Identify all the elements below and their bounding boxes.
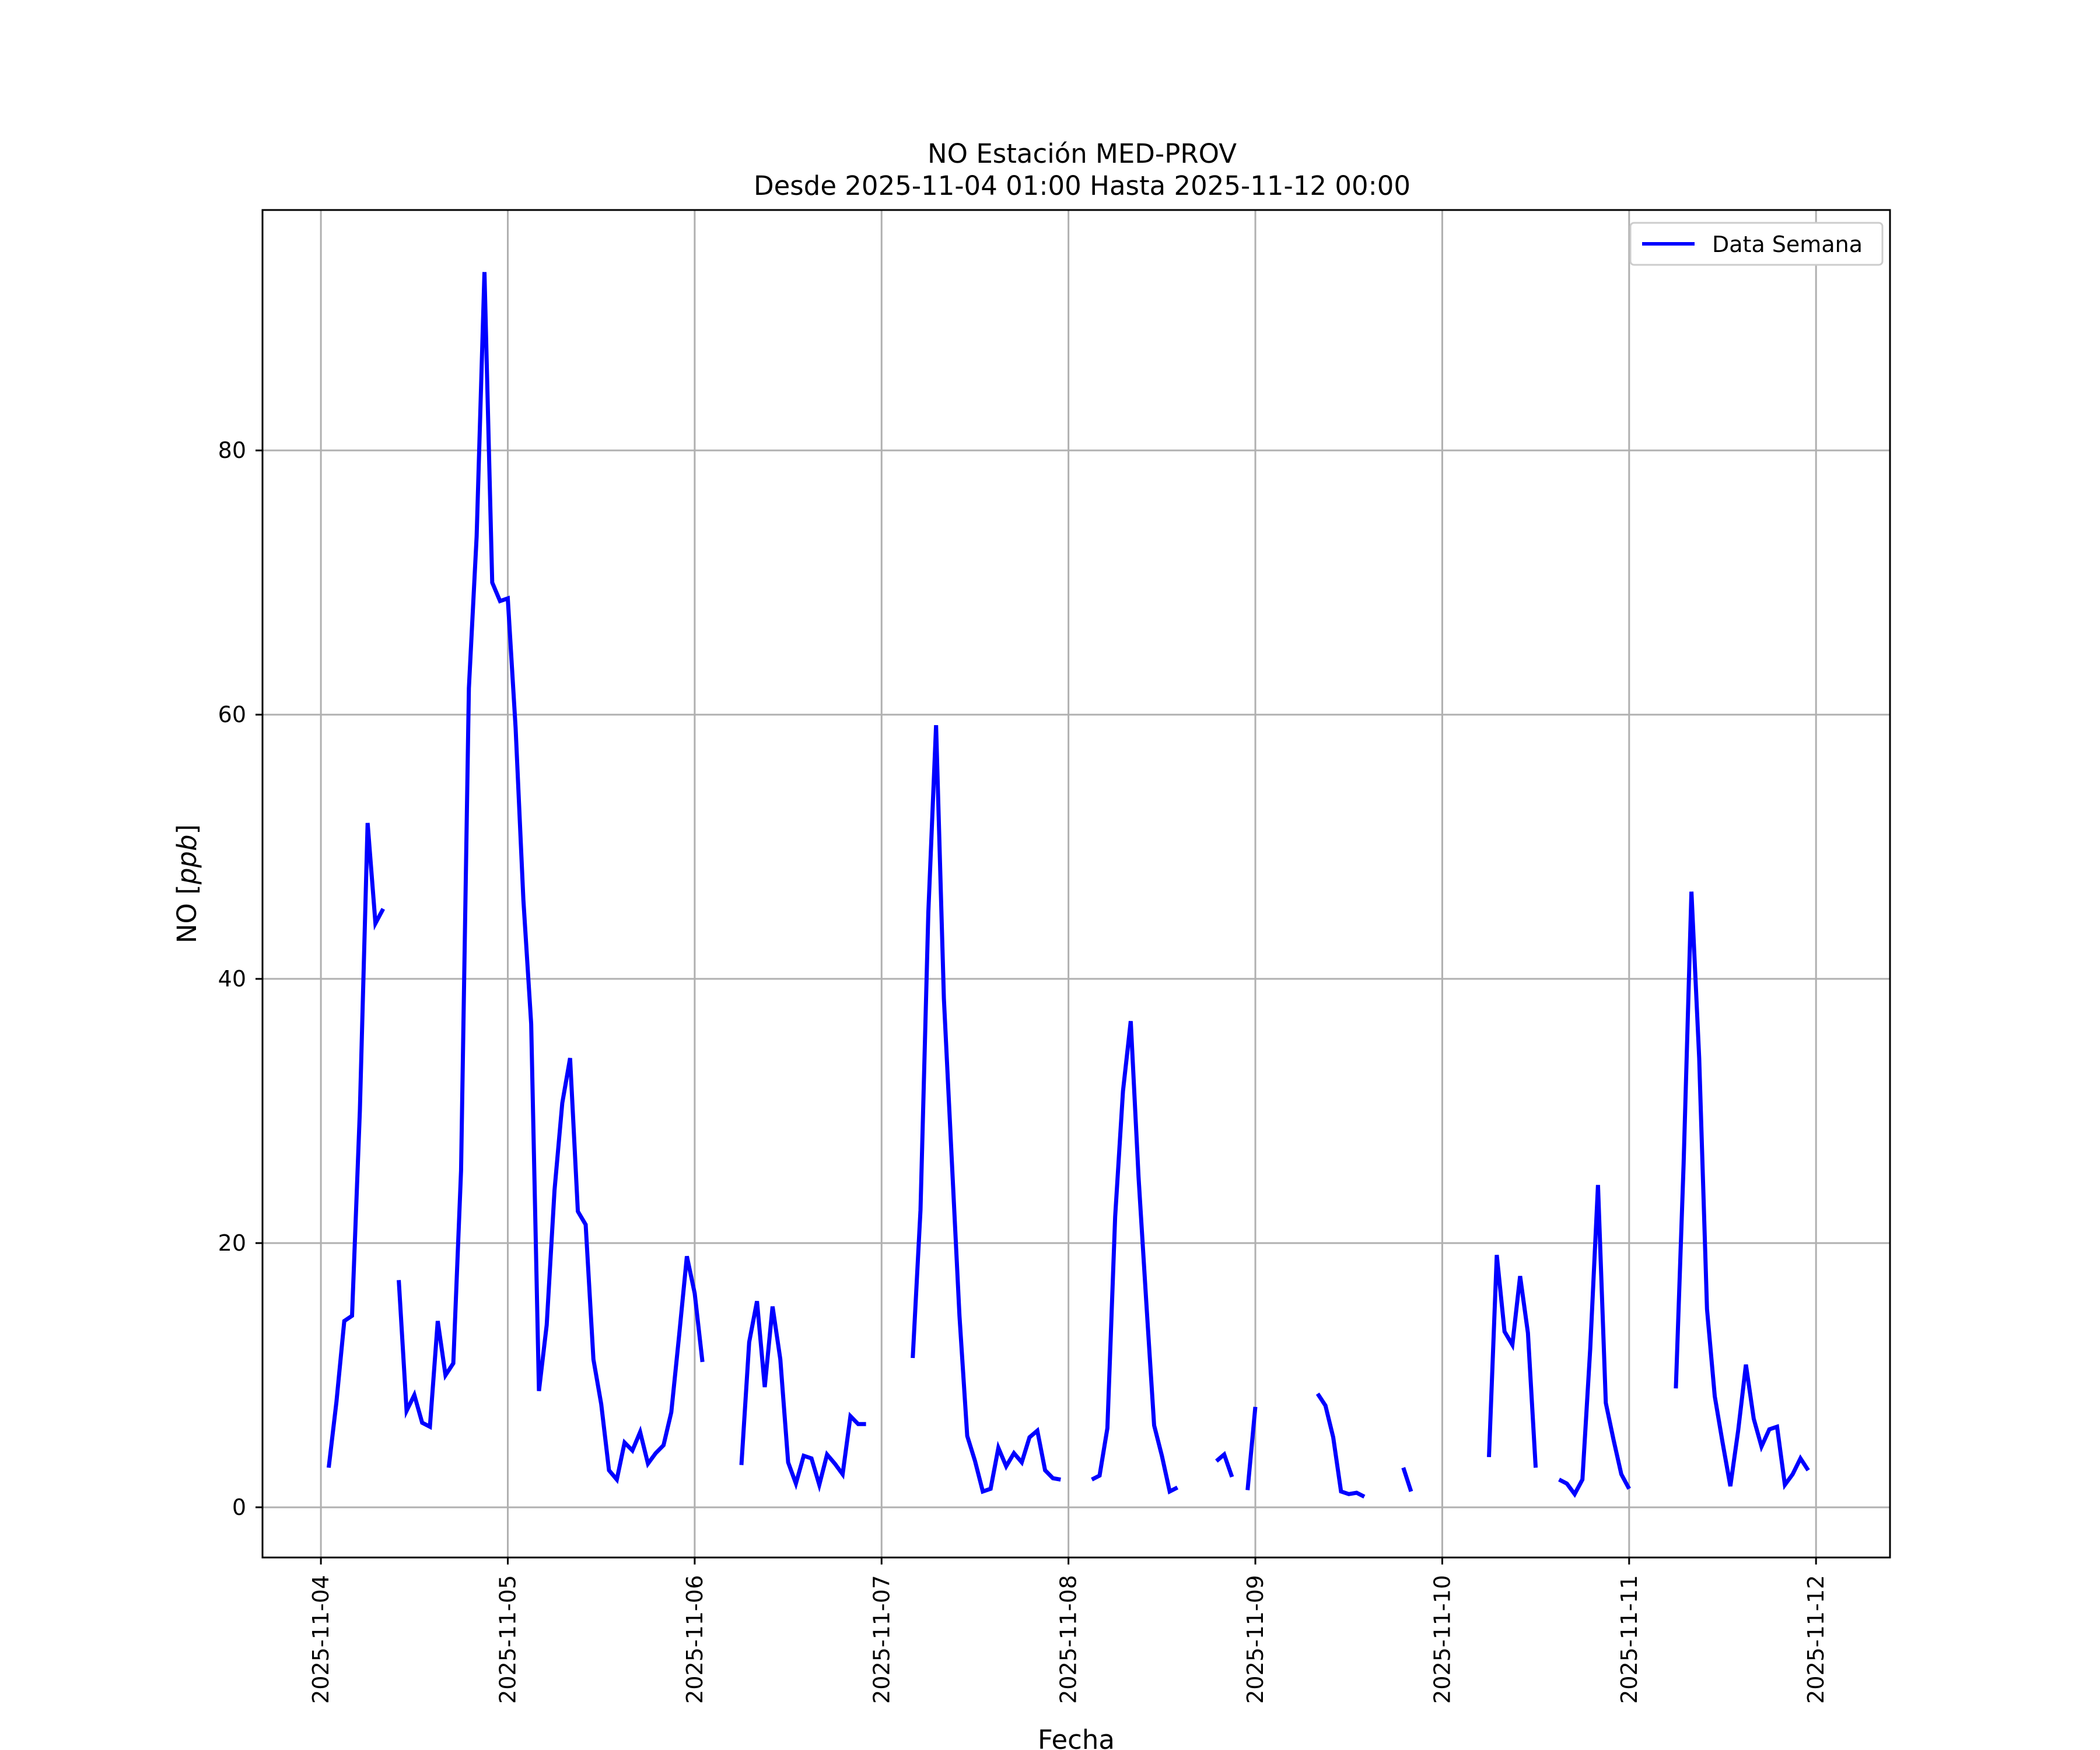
y-tick-label: 20 xyxy=(218,1230,246,1256)
plot-background xyxy=(262,210,1890,1558)
x-tick-label: 2025-11-11 xyxy=(1616,1575,1642,1704)
y-tick-label: 0 xyxy=(232,1494,246,1520)
legend-box xyxy=(1629,222,1884,266)
series-data-semana xyxy=(327,272,1810,1499)
legend-label-data-semana: Data Semana xyxy=(1712,232,1863,257)
y-tick-label: 60 xyxy=(218,702,246,727)
y-axis-label: NO [ppb] xyxy=(172,824,202,943)
x-axis: 2025-11-04 2025-11-05 2025-11-06 2025-11-07… xyxy=(308,1558,1829,1704)
x-tick-label: 2025-11-04 xyxy=(308,1575,334,1704)
plot-frame xyxy=(261,209,1891,1559)
x-tick-label: 2025-11-05 xyxy=(495,1575,521,1704)
y-tick-label: 80 xyxy=(218,438,246,463)
y-axis-label-unit: ppb xyxy=(172,834,202,885)
x-tick-label: 2025-11-06 xyxy=(682,1575,708,1704)
series-line-segment xyxy=(1401,1466,1413,1492)
x-tick-label: 2025-11-12 xyxy=(1803,1575,1829,1704)
series-line-segment xyxy=(327,822,385,1468)
y-gridlines xyxy=(262,449,1890,1508)
series-line-segment xyxy=(1487,1255,1538,1468)
x-tick-label: 2025-11-10 xyxy=(1429,1575,1455,1704)
series-line-segment xyxy=(1215,1451,1234,1478)
x-tick-label: 2025-11-07 xyxy=(869,1575,894,1704)
y-axis-label-close: ] xyxy=(172,824,202,835)
series-line-segment xyxy=(1245,1406,1258,1490)
plot-area xyxy=(261,209,1891,1559)
series-line-segment xyxy=(1091,1021,1179,1494)
y-axis-label-text: NO [ xyxy=(172,884,202,943)
y-tick-label: 40 xyxy=(218,966,246,992)
legend: Data Semana xyxy=(1629,222,1884,266)
x-tick-label: 2025-11-09 xyxy=(1242,1575,1268,1704)
series-line-segment xyxy=(911,725,1061,1494)
series-line-segment xyxy=(1674,891,1810,1490)
series-line-segment xyxy=(739,1300,866,1493)
x-tick-label: 2025-11-08 xyxy=(1056,1575,1082,1704)
chart-subtitle: Desde 2025-11-04 01:00 Hasta 2025-11-12 … xyxy=(754,170,1410,201)
x-axis-label: Fecha xyxy=(1038,1724,1115,1750)
series-line-segment xyxy=(397,272,705,1485)
chart-title: NO Estación MED-PROV xyxy=(928,138,1237,169)
series-line-segment xyxy=(1558,1185,1631,1498)
x-gridlines xyxy=(320,210,1817,1558)
y-axis: 0 20 40 60 80 xyxy=(218,438,262,1520)
series-line-segment xyxy=(1315,1392,1366,1499)
